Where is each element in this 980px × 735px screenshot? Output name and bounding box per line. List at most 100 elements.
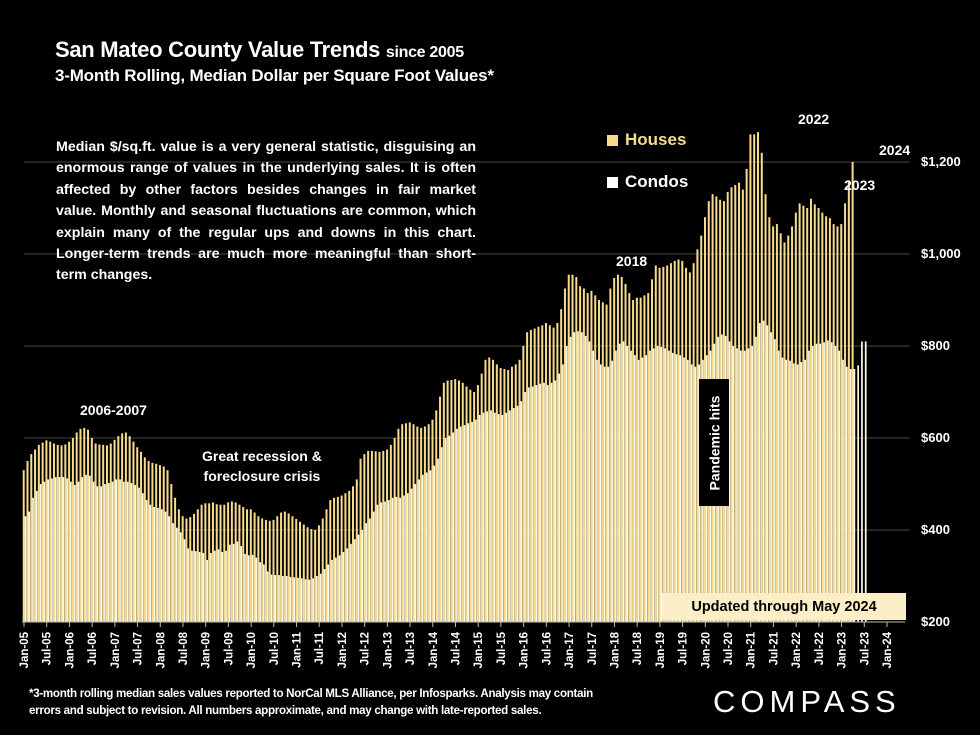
chart-title: San Mateo County Value Trends since 2005: [55, 37, 464, 63]
condos-bar: [297, 577, 299, 622]
condos-bar: [550, 382, 553, 622]
condos-bar: [853, 369, 856, 622]
houses-bar: [439, 396, 442, 622]
condos-bar: [516, 405, 519, 622]
condos-bar: [785, 359, 788, 622]
houses-bar: [321, 518, 324, 622]
chart-title-main: San Mateo County Value Trends: [55, 37, 381, 62]
houses-bar: [109, 443, 112, 622]
condos-bar: [353, 539, 356, 622]
condos-bar: [649, 350, 651, 622]
condos-bar: [448, 435, 451, 622]
houses-bar: [510, 366, 513, 622]
x-tick-label: Jul-16: [541, 632, 553, 665]
houses-bar: [382, 450, 385, 622]
condos-bar: [187, 548, 190, 622]
x-tick-label: Jan-07: [110, 632, 122, 668]
condos-bar: [406, 493, 409, 622]
houses-bar: [507, 369, 510, 622]
annotation-2018: 2018: [616, 253, 648, 269]
condos-bar: [694, 366, 697, 622]
condos-bar: [183, 539, 186, 622]
houses-bar: [64, 444, 67, 622]
houses-bar: [230, 501, 233, 622]
condos-bar: [637, 359, 640, 622]
houses-bar: [393, 438, 396, 622]
condos-bar: [743, 350, 746, 622]
houses-bar: [529, 329, 532, 622]
condos-bar: [43, 481, 46, 622]
annotation-2006-2007: 2006-2007: [80, 402, 147, 418]
houses-bar: [791, 226, 794, 622]
x-tick-label: Jan-12: [337, 632, 349, 668]
houses-bar: [598, 300, 601, 622]
condos-bar: [107, 483, 110, 622]
houses-bar: [499, 368, 502, 622]
houses-bar: [26, 461, 29, 622]
condos-bar: [210, 553, 212, 622]
condos-bar: [342, 552, 345, 622]
condos-bar: [350, 543, 352, 622]
condos-bar: [319, 573, 322, 622]
condos-bar: [228, 544, 231, 622]
houses-bar: [370, 450, 373, 622]
condos-bar: [47, 479, 50, 622]
x-tick-label: Jan-10: [246, 632, 258, 668]
houses-bar: [480, 373, 483, 622]
houses-bar: [844, 203, 847, 622]
condos-bar: [520, 401, 523, 622]
condos-bar: [62, 477, 65, 622]
condos-bar: [66, 478, 68, 622]
condos-bar: [217, 549, 220, 622]
condos-bar: [85, 474, 87, 622]
houses-bar: [238, 504, 241, 622]
condos-bar: [54, 477, 57, 622]
condos-bar: [758, 323, 761, 622]
houses-bar: [79, 428, 82, 622]
condos-bar: [384, 501, 386, 622]
houses-bar: [158, 465, 161, 622]
houses-bar: [193, 513, 196, 622]
condos-bar: [543, 382, 545, 622]
condos-bar: [736, 348, 738, 622]
condos-bar: [425, 472, 428, 622]
houses-bar: [295, 518, 298, 622]
houses-bar: [651, 279, 654, 622]
houses-bar: [575, 277, 578, 622]
y-tick-label: $1,000: [921, 246, 961, 261]
condos-bar: [849, 369, 852, 622]
condos-bar: [830, 342, 833, 622]
legend-condos: Condos: [607, 172, 688, 192]
condos-bar: [592, 350, 595, 622]
condos-bar: [671, 352, 674, 622]
condos-bar: [304, 579, 307, 622]
condos-bar: [490, 410, 492, 622]
condos-bar: [842, 359, 844, 622]
condos-bar: [811, 346, 814, 622]
condos-bar: [467, 423, 470, 622]
condos-bar: [864, 341, 867, 622]
houses-bar: [488, 357, 491, 622]
x-tick-label: Jan-16: [519, 632, 531, 668]
x-tick-label: Jan-05: [19, 631, 31, 668]
houses-bar: [681, 260, 684, 622]
condos-bar: [270, 574, 273, 622]
houses-bar: [140, 451, 143, 622]
legend-condos-swatch: [607, 176, 618, 188]
condos-bar: [247, 555, 250, 622]
condos-bar: [387, 500, 390, 622]
houses-bar: [669, 263, 672, 622]
condos-bar: [191, 550, 193, 622]
houses-bar: [571, 274, 574, 622]
condos-bar: [88, 475, 91, 622]
houses-bar: [461, 382, 464, 622]
houses-bar: [253, 512, 256, 622]
houses-bar: [605, 304, 608, 622]
condos-bar: [160, 509, 163, 622]
condos-bar: [660, 346, 663, 622]
houses-bar: [287, 513, 290, 622]
footnote-line2: errors and subject to revision. All numb…: [29, 704, 542, 717]
houses-bar: [601, 302, 604, 622]
condos-bar: [81, 477, 84, 622]
houses-bar: [734, 185, 737, 622]
